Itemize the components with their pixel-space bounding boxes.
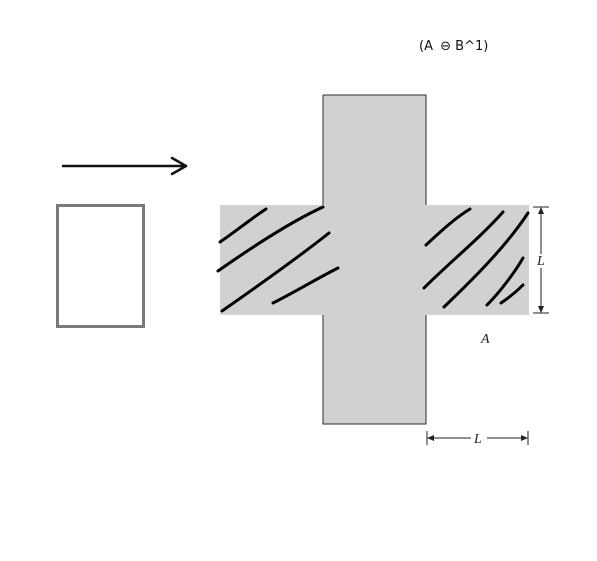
- cross-shape: [220, 94, 529, 425]
- vertical-dimension-label: L: [536, 254, 545, 269]
- formula-rest: B^1): [455, 39, 488, 54]
- right-arrow-icon: [61, 156, 188, 176]
- cross-outline: [322, 94, 427, 425]
- vertical-dimension: [533, 206, 549, 314]
- formula-open: (A: [419, 39, 433, 54]
- structuring-element-rect: [56, 204, 145, 328]
- right-hatching: [422, 207, 530, 309]
- left-hatching: [216, 205, 340, 313]
- cross-horizontal-bar: [220, 205, 529, 315]
- formula-label: (A ⊖ B^1): [419, 39, 488, 54]
- set-name-label: A: [480, 332, 490, 347]
- horizontal-dimension: [426, 431, 529, 445]
- horizontal-dimension-label: L: [473, 432, 482, 447]
- erosion-operator-symbol: ⊖: [440, 39, 451, 54]
